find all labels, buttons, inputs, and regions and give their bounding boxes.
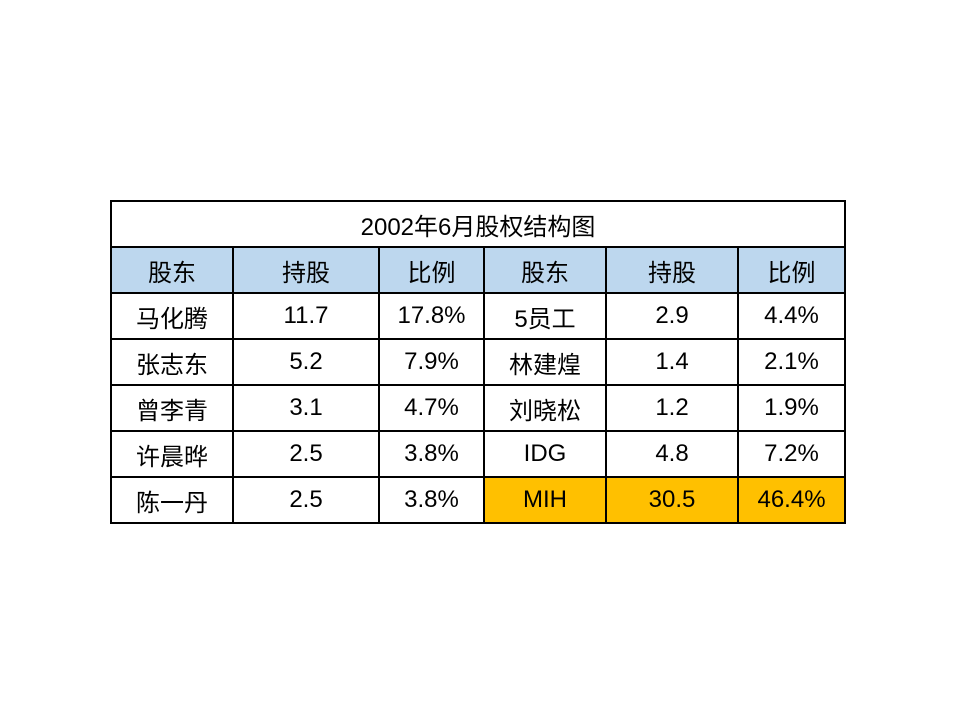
table-cell: 4.4% (736, 292, 847, 340)
column-header-ratio-left: 比例 (378, 246, 485, 294)
table-header-row: 股东 持股 比例 股东 持股 比例 (110, 246, 847, 294)
table-row: 张志东 5.2 7.9% 林建煌 1.4 2.1% (110, 338, 847, 386)
table-cell: 陈一丹 (110, 476, 234, 524)
table-row: 曾李青 3.1 4.7% 刘晓松 1.2 1.9% (110, 384, 847, 432)
table-cell: 2.5 (232, 430, 380, 478)
table-cell: 许晨晔 (110, 430, 234, 478)
column-header-shareholder-left: 股东 (110, 246, 234, 294)
table-title-row: 2002年6月股权结构图 (109, 200, 847, 248)
table-cell: 3.8% (378, 476, 485, 524)
table-cell: 2.1% (736, 338, 847, 386)
table-cell: 4.7% (378, 384, 485, 432)
column-header-shareholder-right: 股东 (483, 246, 607, 294)
table-row: 许晨晔 2.5 3.8% IDG 4.8 7.2% (110, 430, 847, 478)
table-cell: 4.8 (605, 430, 739, 478)
table-row: 马化腾 11.7 17.8% 5员工 2.9 4.4% (110, 292, 847, 340)
table-cell: 刘晓松 (483, 384, 607, 432)
highlighted-cell: MIH (483, 476, 607, 524)
table-cell: 7.2% (736, 430, 847, 478)
table-cell: 林建煌 (483, 338, 607, 386)
highlighted-cell: 46.4% (736, 476, 847, 524)
table-cell: 2.9 (605, 292, 739, 340)
table-title: 2002年6月股权结构图 (109, 200, 847, 248)
table-cell: 17.8% (378, 292, 485, 340)
table-cell: 7.9% (378, 338, 485, 386)
equity-structure-table: 2002年6月股权结构图 股东 持股 比例 股东 持股 比例 马化腾 11.7 … (109, 200, 847, 524)
highlighted-cell: 30.5 (605, 476, 739, 524)
table-cell: 3.1 (232, 384, 380, 432)
table-cell: 1.2 (605, 384, 739, 432)
table-cell: IDG (483, 430, 607, 478)
table-row: 陈一丹 2.5 3.8% MIH 30.5 46.4% (110, 476, 847, 524)
column-header-ratio-right: 比例 (736, 246, 847, 294)
column-header-shares-left: 持股 (232, 246, 380, 294)
table-cell: 1.4 (605, 338, 739, 386)
table-cell: 11.7 (232, 292, 380, 340)
table-cell: 3.8% (378, 430, 485, 478)
table-cell: 5.2 (232, 338, 380, 386)
table-cell: 1.9% (736, 384, 847, 432)
table-cell: 张志东 (110, 338, 234, 386)
table-cell: 马化腾 (110, 292, 234, 340)
column-header-shares-right: 持股 (605, 246, 739, 294)
table-cell: 2.5 (232, 476, 380, 524)
table-cell: 5员工 (483, 292, 607, 340)
table-cell: 曾李青 (110, 384, 234, 432)
